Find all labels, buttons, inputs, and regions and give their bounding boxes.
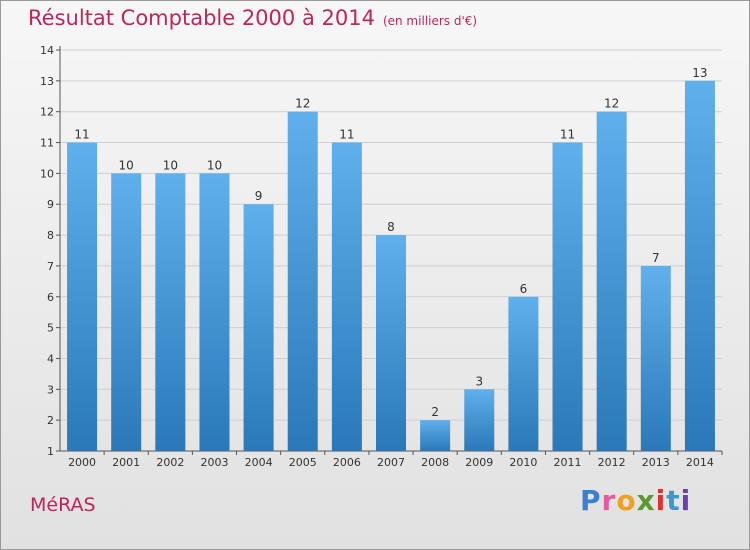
data-label-2010: 6 — [520, 282, 528, 296]
bar-2008 — [420, 420, 451, 451]
chart-title: Résultat Comptable 2000 à 2014 (en millie… — [28, 6, 477, 30]
xtick-label-2001: 2001 — [112, 456, 140, 469]
xtick-label-2005: 2005 — [289, 456, 317, 469]
xtick-label-2008: 2008 — [421, 456, 449, 469]
ytick-label-10: 10 — [40, 167, 54, 180]
logo-letter: P — [580, 484, 602, 517]
data-label-2003: 10 — [207, 158, 222, 172]
ytick-label-13: 13 — [40, 75, 54, 88]
data-label-2005: 12 — [295, 97, 310, 111]
bar-2009 — [464, 389, 495, 451]
bar-2012 — [596, 111, 627, 451]
commune-name: MéRAS — [30, 494, 96, 516]
ytick-label-2: 2 — [47, 414, 54, 427]
data-label-2011: 11 — [560, 128, 575, 142]
bar-2003 — [199, 173, 230, 451]
xtick-label-2000: 2000 — [68, 456, 96, 469]
ytick-label-1: 1 — [47, 445, 54, 458]
logo-letter: r — [601, 484, 617, 517]
ytick-label-6: 6 — [47, 291, 54, 304]
bar-2004 — [243, 204, 274, 451]
ytick-label-12: 12 — [40, 106, 54, 119]
data-label-2009: 3 — [475, 374, 483, 388]
bar-2001 — [111, 173, 142, 451]
xtick-label-2002: 2002 — [156, 456, 184, 469]
xtick-label-2013: 2013 — [642, 456, 670, 469]
data-label-2012: 12 — [604, 97, 619, 111]
bar-2014 — [684, 80, 715, 451]
xtick-label-2014: 2014 — [686, 456, 714, 469]
data-label-2001: 10 — [119, 158, 134, 172]
xtick-label-2003: 2003 — [200, 456, 228, 469]
bar-2000 — [67, 142, 98, 452]
ytick-label-7: 7 — [47, 260, 54, 273]
proxiti-logo: Proxiti — [580, 484, 691, 517]
bar-2007 — [375, 235, 407, 451]
bar-2010 — [508, 296, 539, 451]
ytick-label-8: 8 — [47, 229, 54, 242]
bar-2005 — [287, 111, 318, 451]
logo-letter: i — [680, 484, 692, 517]
xtick-label-2004: 2004 — [245, 456, 273, 469]
xtick-label-2009: 2009 — [465, 456, 493, 469]
xtick-label-2006: 2006 — [333, 456, 361, 469]
data-label-2000: 11 — [74, 128, 89, 142]
ytick-label-11: 11 — [40, 137, 54, 150]
chart-subtitle: (en milliers d'€) — [382, 14, 478, 28]
logo-letter: x — [636, 484, 656, 517]
xtick-label-2012: 2012 — [598, 456, 626, 469]
logo-letter: t — [666, 484, 681, 517]
data-label-2013: 7 — [652, 251, 660, 265]
ytick-label-4: 4 — [47, 352, 54, 365]
label-layer: 11 2000 10 2001 10 2002 10 2003 9 2004 12 2005 11 200… — [68, 66, 714, 469]
bar-2002 — [155, 173, 186, 451]
data-label-2006: 11 — [339, 128, 354, 142]
data-label-2004: 9 — [255, 189, 263, 203]
logo-letter: o — [616, 484, 637, 517]
data-label-2002: 10 — [163, 158, 178, 172]
data-label-2007: 8 — [387, 220, 395, 234]
ytick-label-9: 9 — [47, 198, 54, 211]
bar-layer — [67, 80, 715, 452]
chart-title-main: Résultat Comptable 2000 à 2014 — [28, 6, 375, 30]
bar-2013 — [640, 265, 671, 451]
xtick-label-2007: 2007 — [377, 456, 405, 469]
bar-2006 — [331, 142, 362, 452]
ytick-label-5: 5 — [47, 322, 54, 335]
ytick-label-14: 14 — [40, 44, 54, 57]
ytick-label-3: 3 — [47, 383, 54, 396]
logo-letter: i — [655, 484, 667, 517]
data-label-2014: 13 — [692, 66, 707, 80]
xtick-label-2011: 2011 — [554, 456, 582, 469]
xtick-label-2010: 2010 — [509, 456, 537, 469]
data-label-2008: 2 — [431, 405, 439, 419]
bar-2011 — [552, 142, 583, 452]
